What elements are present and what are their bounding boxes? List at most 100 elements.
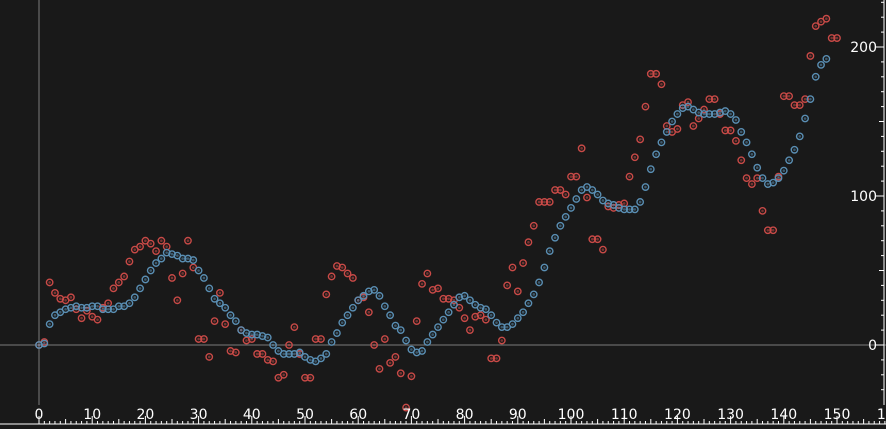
data-point: [497, 323, 506, 332]
data-point-ring: [263, 333, 272, 342]
x-tick-label: 20: [136, 407, 154, 423]
data-point-core: [37, 343, 41, 347]
x-tick-label: 110: [611, 407, 638, 423]
data-point: [801, 114, 809, 123]
data-point-core: [590, 188, 594, 192]
data-point: [338, 263, 347, 272]
data-point-core: [324, 293, 328, 296]
data-series: [35, 14, 841, 412]
data-point-ring: [380, 335, 389, 343]
data-point: [481, 305, 490, 314]
data-point: [317, 335, 325, 343]
data-point-ring: [476, 311, 485, 320]
data-point-core: [362, 294, 365, 298]
data-point-ring: [481, 305, 490, 314]
data-point-ring: [77, 303, 86, 312]
data-point-ring: [375, 291, 384, 300]
data-point: [412, 348, 421, 357]
data-point: [231, 348, 240, 357]
data-point-ring: [577, 144, 586, 153]
data-point-ring: [779, 92, 788, 101]
data-point-ring: [322, 350, 331, 358]
data-point-core: [415, 351, 419, 354]
data-point-core: [564, 193, 567, 196]
data-point-ring: [604, 199, 613, 208]
data-point: [519, 259, 528, 267]
data-point: [455, 293, 464, 302]
data-point-core: [766, 182, 770, 186]
data-point-core: [825, 17, 828, 20]
data-point-core: [537, 281, 541, 284]
data-point: [226, 311, 235, 320]
data-point: [215, 288, 224, 297]
data-point-ring: [45, 320, 54, 329]
data-point-core: [617, 206, 621, 210]
data-point: [705, 110, 714, 118]
data-point-core: [117, 304, 121, 308]
data-point: [178, 254, 187, 263]
data-point-ring: [380, 302, 389, 311]
data-point: [354, 296, 363, 305]
data-point-core: [367, 290, 371, 293]
data-point-ring: [535, 278, 543, 287]
data-point-core: [43, 342, 46, 345]
data-point: [747, 180, 756, 188]
data-point: [77, 314, 86, 323]
data-point-core: [106, 301, 110, 305]
data-point-ring: [513, 314, 522, 323]
y-tick-label: 100: [850, 189, 877, 205]
data-point: [162, 248, 171, 257]
data-point-core: [830, 36, 833, 40]
data-point-core: [415, 319, 419, 323]
data-point-ring: [317, 354, 325, 363]
data-point-core: [96, 304, 99, 308]
data-point-ring: [428, 330, 437, 339]
data-point: [827, 34, 836, 42]
data-point-core: [277, 349, 280, 353]
data-point-ring: [599, 245, 607, 254]
data-point: [348, 303, 357, 312]
data-point: [732, 136, 740, 145]
data-point-ring: [790, 145, 799, 154]
data-point-ring: [125, 257, 134, 266]
data-point: [205, 353, 214, 361]
data-point-core: [713, 112, 716, 116]
data-point-ring: [338, 263, 347, 272]
data-point-core: [223, 322, 227, 326]
data-point-ring: [194, 266, 203, 275]
data-point-core: [484, 318, 488, 321]
data-point: [444, 308, 453, 317]
data-point-core: [511, 266, 514, 269]
data-point: [561, 190, 570, 199]
data-point-ring: [317, 335, 325, 343]
data-point: [444, 294, 453, 303]
data-point: [519, 308, 528, 317]
data-point: [146, 239, 155, 248]
data-point-ring: [737, 156, 746, 165]
data-point-core: [489, 313, 493, 317]
data-point-core: [521, 261, 525, 265]
data-point-core: [628, 208, 631, 211]
data-point: [567, 172, 575, 181]
data-point-ring: [625, 172, 634, 181]
data-point-core: [803, 117, 807, 120]
data-point-ring: [508, 263, 517, 272]
data-point-core: [319, 337, 323, 341]
data-point-ring: [556, 221, 565, 230]
data-point-core: [213, 319, 216, 323]
data-point-core: [708, 112, 711, 116]
data-point-core: [793, 148, 796, 152]
data-point: [822, 55, 831, 63]
data-point-ring: [466, 296, 474, 305]
data-point-core: [160, 257, 163, 260]
data-point: [428, 285, 437, 294]
x-tick-label: 40: [243, 407, 261, 423]
data-point-ring: [418, 280, 426, 288]
data-point: [811, 72, 820, 81]
data-point-ring: [423, 269, 432, 278]
data-point: [710, 95, 719, 104]
data-point-ring: [364, 287, 373, 296]
data-point-core: [516, 316, 520, 320]
data-point-ring: [588, 235, 597, 244]
